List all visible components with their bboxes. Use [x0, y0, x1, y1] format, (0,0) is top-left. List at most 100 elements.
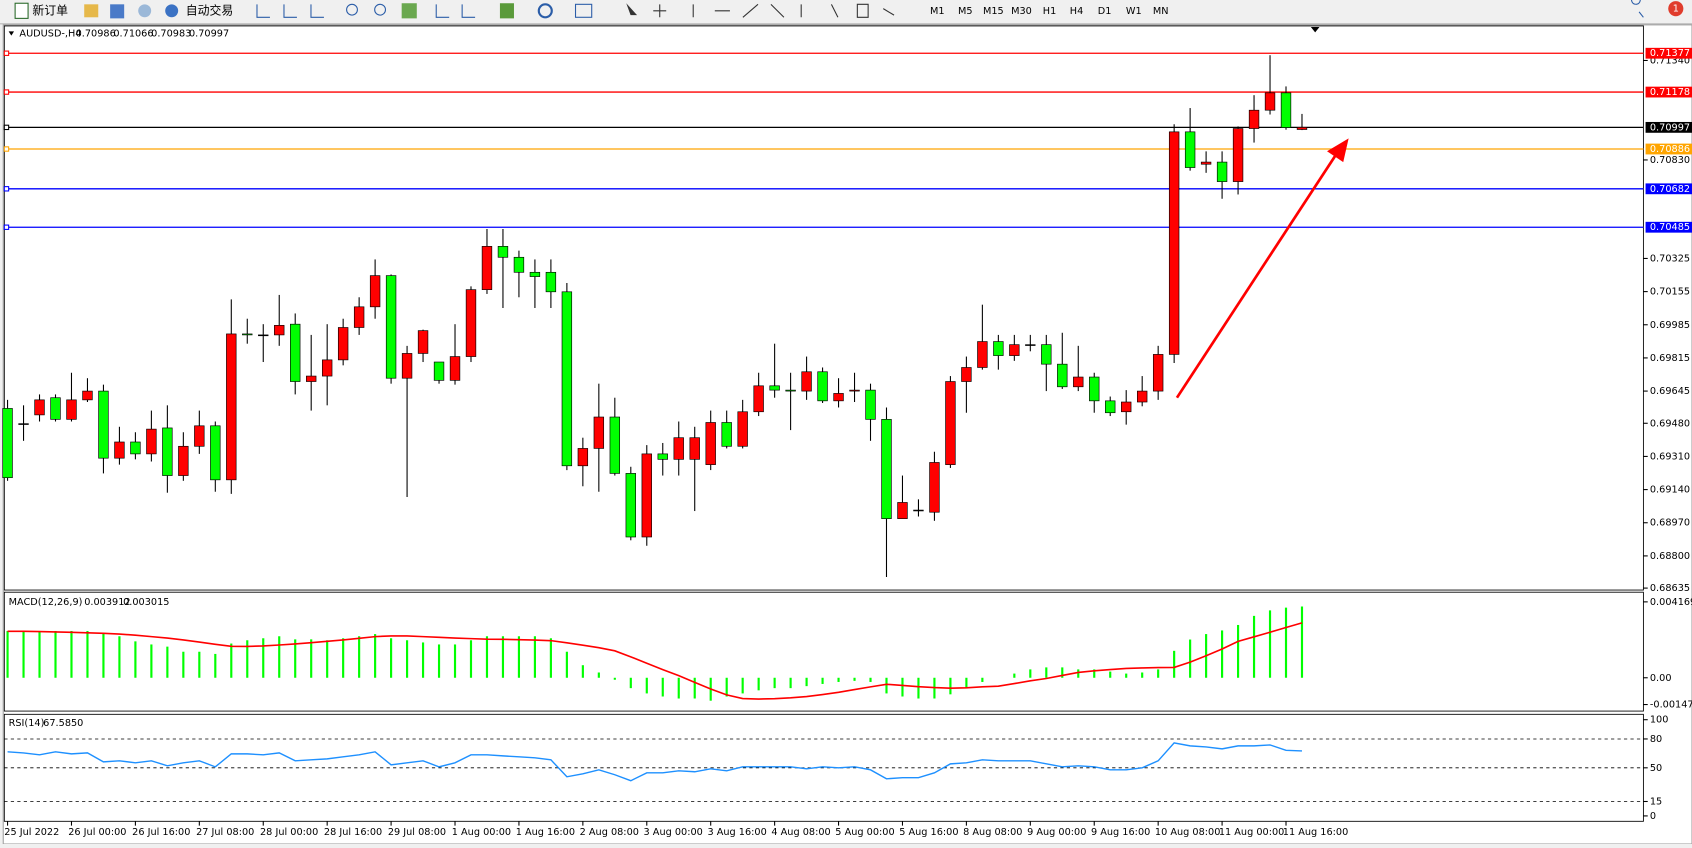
- candle-body: [801, 371, 812, 392]
- y-tick-label: 15: [1650, 796, 1662, 807]
- candle-body: [210, 425, 221, 481]
- y-tick-label: 0: [1650, 811, 1656, 822]
- x-tick-label: 28 Jul 16:00: [324, 827, 382, 838]
- candle-body: [401, 353, 413, 379]
- price-tag-label: 0.71178: [1650, 87, 1690, 98]
- timeframe-button[interactable]: D1: [1098, 6, 1112, 17]
- indicators[interactable]: [499, 3, 514, 19]
- candle-body: [114, 441, 125, 459]
- candle-body: [1184, 131, 1196, 168]
- candle-body: [897, 502, 908, 519]
- icon[interactable]: [110, 4, 125, 19]
- indicator-value: 67.5850: [43, 718, 83, 729]
- candle-body: [929, 462, 940, 513]
- y-tick-label: 100: [1650, 715, 1669, 726]
- x-tick-label: 29 Jul 08:00: [388, 827, 446, 838]
- candle-body: [817, 371, 828, 402]
- x-tick-label: 11 Aug 00:00: [1219, 827, 1285, 838]
- y-tick-label: 0.69140: [1650, 485, 1690, 496]
- candle-body: [769, 385, 780, 391]
- candle-body: [385, 275, 397, 379]
- plot-area: 0.71340 0.70830 0.70325 0.70155 0.69985 0.698…: [2, 25, 1692, 838]
- indicator-title: MACD(12,26,9): [9, 597, 83, 608]
- candle-body: [753, 385, 764, 413]
- icon: [14, 2, 29, 19]
- search[interactable]: [1631, 0, 1644, 18]
- ohlc-value: 0.71066: [113, 28, 153, 39]
- candle-body: [513, 256, 525, 273]
- price-tag: [1645, 143, 1692, 155]
- icon[interactable]: [84, 4, 99, 18]
- price-tag-label: 0.70485: [1650, 222, 1690, 233]
- candle-body: [993, 341, 1004, 356]
- auto-trading-button[interactable]: 自动交易: [165, 3, 233, 17]
- drawing-tools[interactable]: [653, 3, 895, 18]
- x-tick-label: 5 Aug 16:00: [899, 827, 958, 838]
- x-tick-label: 9 Aug 00:00: [1027, 827, 1086, 838]
- tile[interactable]: [401, 3, 417, 19]
- candle-body: [449, 356, 461, 381]
- periods[interactable]: [537, 3, 553, 19]
- candle-body: [545, 271, 557, 293]
- candle-body: [481, 246, 493, 290]
- timeframe-button[interactable]: H4: [1070, 6, 1083, 17]
- y-tick-label: 0.68970: [1650, 518, 1690, 529]
- candle-body: [945, 381, 956, 465]
- x-tick-label: 26 Jul 00:00: [68, 827, 126, 838]
- candle-body: [833, 393, 844, 402]
- line-handle: [3, 124, 10, 131]
- timeframe-button[interactable]: W1: [1126, 6, 1142, 17]
- signal-line: [7, 622, 1303, 700]
- annotation-arrow: [1175, 152, 1338, 399]
- candle-body: [1009, 344, 1020, 356]
- y-tick-label: -0.001471: [1650, 700, 1692, 711]
- candle-body: [705, 422, 716, 465]
- ohlc-value: 0.70986: [76, 28, 116, 39]
- timeframes: M1 M5 M15 M30 H1 H4 D1 W1 MN: [930, 6, 1169, 17]
- price-tag: [1645, 47, 1692, 59]
- new-order-button[interactable]: 新订单: [14, 2, 68, 19]
- icon[interactable]: [138, 4, 152, 18]
- price-tag-label: 0.70886: [1650, 144, 1690, 155]
- candle-body: [865, 389, 876, 420]
- timeframe-button[interactable]: M5: [958, 6, 973, 17]
- line-handle: [3, 89, 10, 95]
- x-tick-label: 4 Aug 08:00: [771, 827, 830, 838]
- candle-body: [1296, 127, 1308, 130]
- candle-body: [961, 367, 972, 382]
- timeframe-button[interactable]: MN: [1153, 6, 1169, 17]
- candle-body: [673, 437, 684, 460]
- x-tick-label: 5 Aug 00:00: [835, 827, 894, 838]
- candle-body: [529, 271, 541, 277]
- panel-frame: [3, 591, 1644, 712]
- candle-body: [497, 246, 509, 258]
- x-tick-label: 1 Aug 00:00: [452, 827, 511, 838]
- indicator-title: RSI(14): [9, 718, 45, 729]
- timeframe-button[interactable]: M1: [930, 6, 945, 17]
- candle-body: [1216, 161, 1228, 182]
- y-tick-label: 0.70155: [1650, 287, 1690, 298]
- candle-body: [689, 437, 700, 460]
- timeframe-button[interactable]: H1: [1043, 6, 1056, 17]
- timeframe-button[interactable]: M30: [1011, 6, 1032, 17]
- candle-body: [2, 408, 13, 479]
- candle-body: [1200, 161, 1212, 165]
- alert-badge[interactable]: [1668, 1, 1684, 17]
- templates[interactable]: [574, 3, 593, 18]
- y-tick-label: 0.69310: [1650, 451, 1690, 462]
- candle-body: [50, 397, 61, 420]
- zoom-in[interactable]: [346, 3, 358, 16]
- y-tick-label: 0.004169: [1650, 597, 1692, 608]
- shift-marker: [1310, 27, 1320, 33]
- y-tick-label: 80: [1650, 734, 1662, 745]
- zoom-out[interactable]: [374, 3, 387, 16]
- toolbar-icons[interactable]: [256, 4, 476, 18]
- annotation-arrowhead: [1327, 138, 1349, 163]
- candle-body: [1089, 376, 1100, 402]
- y-tick-label: 0.70325: [1650, 253, 1690, 264]
- candle-body: [321, 359, 333, 377]
- timeframe-button[interactable]: M15: [983, 6, 1004, 17]
- symbol-header: AUDUSD-,H4: [19, 28, 81, 39]
